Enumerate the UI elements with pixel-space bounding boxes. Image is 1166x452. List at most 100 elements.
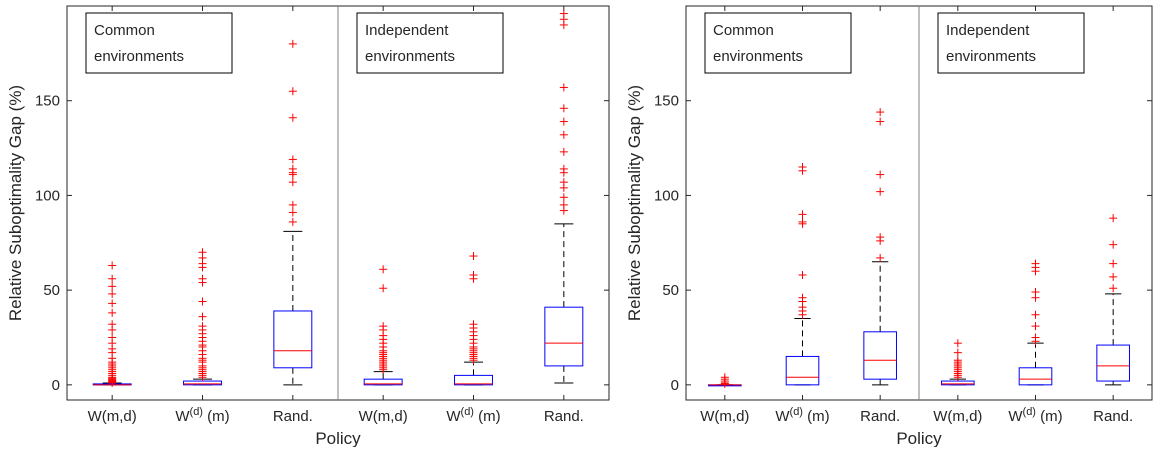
- outlier-point: [469, 270, 478, 279]
- outlier-point: [108, 320, 117, 329]
- outlier-point: [1109, 272, 1118, 281]
- outlier-point: [469, 320, 478, 329]
- group-label-line: Independent: [946, 22, 1030, 39]
- outlier-point: [1031, 333, 1040, 342]
- x-tick-label: Rand.: [860, 408, 900, 425]
- x-tick-label-superscript: (d): [790, 406, 803, 418]
- outlier-point: [798, 293, 807, 302]
- box-3: [863, 108, 897, 386]
- x-tick-label-superscript: (d): [190, 406, 203, 418]
- outlier-point: [876, 117, 885, 126]
- outlier-point: [559, 193, 568, 202]
- x-tick-label: W(d) (m): [175, 406, 229, 425]
- outlier-point: [798, 163, 807, 172]
- outlier-point: [1109, 259, 1118, 268]
- group-label-line: Independent: [365, 22, 449, 39]
- box-iqr: [1096, 344, 1130, 382]
- group-label-line: Common: [713, 22, 774, 39]
- outlier-point: [1031, 322, 1040, 331]
- outlier-point: [1109, 284, 1118, 293]
- x-tick-label: Rand.: [273, 408, 313, 425]
- x-tick-label-suffix: (m): [803, 408, 830, 425]
- outlier-point: [469, 252, 478, 261]
- box-1: [92, 261, 132, 387]
- group-label-box: [85, 12, 233, 74]
- x-tick-label: W(m,d): [359, 408, 408, 425]
- outlier-point: [288, 113, 297, 122]
- outlier-point: [798, 217, 807, 226]
- x-tick-label-suffix: (m): [474, 408, 501, 425]
- outlier-point: [876, 233, 885, 242]
- box-3: [273, 39, 313, 386]
- box-iqr: [544, 306, 584, 367]
- x-tick-label: Rand.: [544, 408, 584, 425]
- y-tick-label: 50: [662, 282, 679, 299]
- y-tick-label: 0: [671, 377, 679, 394]
- group-label-box: [704, 12, 852, 74]
- group-label-line: environments: [94, 48, 184, 65]
- outlier-point: [108, 274, 117, 283]
- outlier-point: [288, 87, 297, 96]
- panel-right: 0 50 100 150 W(m,d) W(d) (m) Rand. W(m,d) W(d) (…: [625, 5, 1153, 448]
- outlier-point: [108, 261, 117, 270]
- x-tick-label: W(d) (m): [446, 406, 500, 425]
- outlier-point: [559, 83, 568, 92]
- outlier-point: [876, 187, 885, 196]
- x-tick-label-suffix: (m): [203, 408, 230, 425]
- y-axis-label: Relative Suboptimality Gap (%): [625, 85, 644, 321]
- outlier-point: [288, 155, 297, 164]
- y-tick-label: 150: [654, 93, 679, 110]
- box-6: [1096, 214, 1130, 386]
- outlier-point: [108, 282, 117, 291]
- y-tick-label: 100: [35, 187, 60, 204]
- outlier-point: [1109, 240, 1118, 249]
- y-axis-label: Relative Suboptimality Gap (%): [6, 85, 25, 321]
- x-tick-label-superscript: (d): [461, 406, 474, 418]
- outlier-point: [559, 9, 568, 18]
- outlier-point: [559, 117, 568, 126]
- outlier-point: [559, 130, 568, 139]
- outlier-point: [379, 284, 388, 293]
- outlier-point: [198, 312, 207, 321]
- group-label-line: environments: [365, 48, 455, 65]
- outlier-point: [1031, 288, 1040, 297]
- x-tick-label: W(m,d): [700, 408, 749, 425]
- x-tick-label-superscript: (d): [1023, 406, 1036, 418]
- x-tick-label: W(d) (m): [1008, 406, 1062, 425]
- outlier-point: [953, 356, 962, 365]
- outlier-point: [1031, 310, 1040, 319]
- outlier-point: [876, 253, 885, 262]
- box-iqr: [363, 378, 403, 386]
- outlier-point: [798, 210, 807, 219]
- outlier-point: [288, 217, 297, 226]
- y-tick-label: 150: [35, 93, 60, 110]
- outlier-point: [198, 248, 207, 257]
- outlier-point: [798, 270, 807, 279]
- x-axis-label: Policy: [315, 429, 361, 447]
- box-4: [941, 339, 975, 386]
- outlier-point: [288, 178, 297, 187]
- box-2: [785, 163, 820, 386]
- y-tick-label: 50: [43, 282, 60, 299]
- box-iqr: [1018, 367, 1053, 386]
- outlier-point: [559, 164, 568, 173]
- panel-left: 0 50 100 150 W(m,d) W(d) (m) Rand. W(m,d) W(d) (…: [6, 5, 610, 448]
- outlier-point: [559, 104, 568, 113]
- box-iqr: [863, 331, 897, 380]
- outlier-point: [559, 178, 568, 187]
- outlier-point: [108, 299, 117, 308]
- outlier-point: [559, 200, 568, 209]
- y-tick-label: 0: [52, 377, 60, 394]
- box-4: [363, 265, 403, 386]
- outlier-point: [288, 208, 297, 217]
- group-label-line: environments: [946, 48, 1036, 65]
- x-tick-label: W(m,d): [933, 408, 982, 425]
- box-1: [708, 373, 742, 388]
- x-axis-label: Policy: [896, 429, 942, 447]
- group-label-box: [937, 12, 1085, 74]
- outlier-point: [379, 322, 388, 331]
- box-6: [544, 9, 584, 384]
- x-tick-label: Rand.: [1093, 408, 1133, 425]
